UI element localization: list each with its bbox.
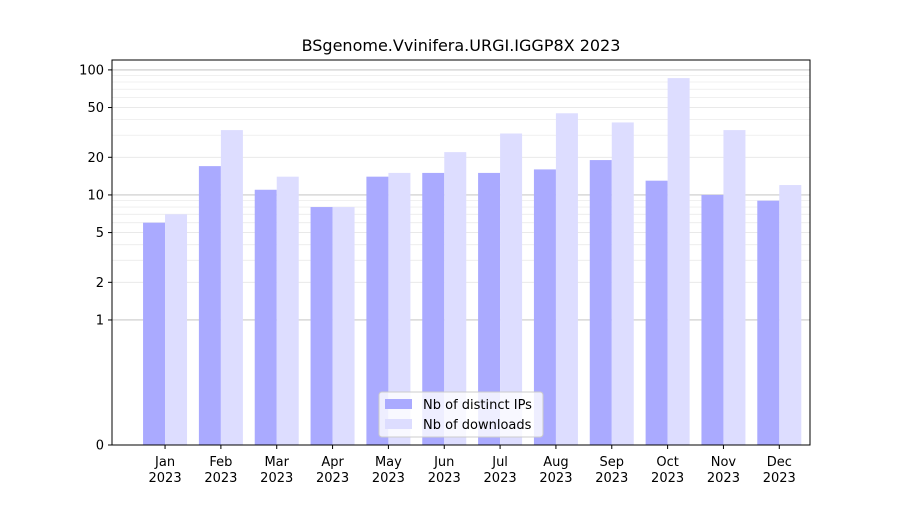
y-tick-label: 5	[96, 226, 104, 241]
x-tick-label: Mar 2023	[260, 455, 293, 486]
x-tick-label: May 2023	[372, 455, 405, 486]
bar-downloads	[667, 78, 690, 446]
bar-distinct-ips	[422, 172, 445, 445]
bar-distinct-ips	[198, 166, 221, 445]
x-tick-label: Jan 2023	[149, 455, 182, 486]
bar-downloads	[444, 152, 467, 445]
bar-distinct-ips	[310, 207, 333, 445]
y-tick-label: 2	[96, 276, 104, 291]
bar-downloads	[276, 176, 299, 445]
y-tick-label: 20	[87, 151, 104, 166]
x-tick-label: Nov 2023	[707, 455, 740, 486]
legend-label: Nb of distinct IPs	[423, 398, 532, 413]
bar-downloads	[779, 185, 802, 445]
legend: Nb of distinct IPs Nb of downloads	[378, 391, 544, 438]
axes: Jan 2023 Feb 2023 Mar 2023 Apr 2023 May 2023 Jun 20…	[79, 59, 811, 486]
bar-downloads	[500, 133, 523, 445]
y-tick-label: 100	[79, 63, 104, 78]
bar-distinct-ips	[701, 194, 724, 445]
bar-downloads	[611, 122, 634, 445]
bar-distinct-ips	[143, 222, 166, 445]
bar-downloads	[220, 130, 243, 445]
bar-distinct-ips	[589, 160, 612, 445]
y-tick-label: 1	[96, 313, 104, 328]
bar-distinct-ips	[478, 172, 501, 445]
bar-distinct-ips	[757, 200, 780, 445]
legend-label: Nb of downloads	[423, 418, 532, 433]
bar-downloads	[165, 214, 188, 445]
x-tick-label: Dec 2023	[763, 455, 796, 486]
x-tick-label: Jun 2023	[428, 455, 461, 486]
bar-downloads	[723, 130, 746, 445]
bars	[143, 78, 802, 446]
x-tick-label: Oct 2023	[651, 455, 684, 486]
bar-downloads	[388, 172, 411, 445]
bar-distinct-ips	[533, 169, 556, 445]
legend-swatch	[385, 399, 412, 409]
bar-downloads	[332, 207, 355, 445]
x-tick-label: Feb 2023	[204, 455, 237, 486]
x-tick-label: Apr 2023	[316, 455, 349, 486]
x-tick-label: Sep 2023	[595, 455, 628, 486]
legend-swatch	[385, 419, 412, 429]
x-tick-label: Aug 2023	[539, 455, 572, 486]
y-tick-label: 50	[87, 101, 104, 116]
y-tick-label: 10	[87, 188, 104, 203]
legend-box	[378, 391, 544, 438]
chart-title: BSgenome.Vvinifera.URGI.IGGP8X 2023	[302, 36, 621, 55]
bar-downloads	[555, 113, 578, 445]
bar-distinct-ips	[645, 180, 668, 445]
y-tick-label: 0	[96, 439, 104, 454]
plot-frame	[111, 59, 811, 446]
bar-distinct-ips	[254, 189, 277, 445]
x-tick-label: Jul 2023	[484, 455, 517, 486]
bar-distinct-ips	[366, 176, 389, 445]
